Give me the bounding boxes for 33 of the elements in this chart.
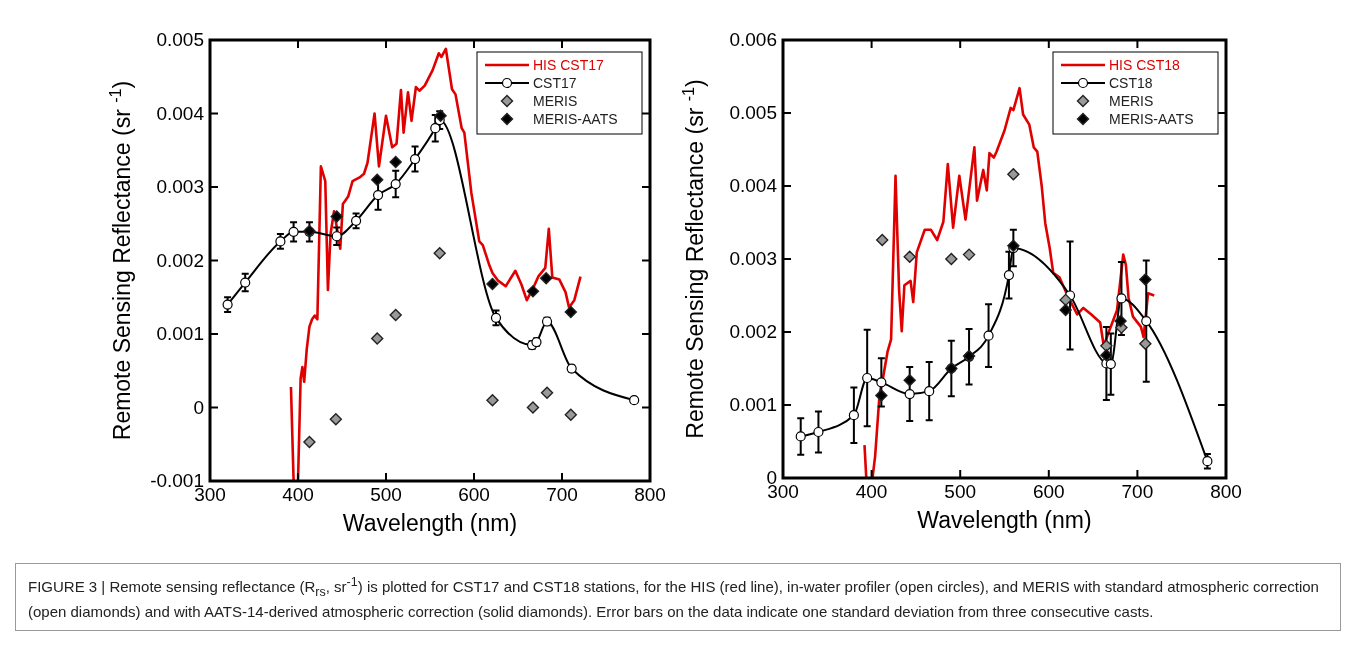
y-tick-label: 0.003 (156, 176, 204, 197)
x-tick-label: 800 (1210, 481, 1242, 502)
legend-label: CST18 (1109, 75, 1153, 91)
x-tick-label: 800 (634, 484, 666, 505)
y-tick-label: 0.006 (729, 29, 777, 50)
x-tick-label: 600 (1032, 481, 1065, 502)
legend-label: MERIS (533, 93, 578, 109)
x-axis-title: Wavelength (nm) (917, 507, 1092, 533)
y-tick-label: 0.001 (729, 394, 777, 415)
caption: FIGURE 3 | Remote sensing reflectance (R$_{rs}$, sr$^{-1}$) is plotted for CST17 and CST18 stations, for the HIS (red line), in-water profiler (open circles), and MERIS with standard atmospheric correction (open diamonds) and with AATS-14-derived atmospheric correction (solid diamonds). Error bars on the data indicate one standard deviation from three consecutive casts. (28, 574, 1320, 622)
y-tick-label: 0.003 (729, 248, 777, 269)
y-tick-label: 0 (193, 396, 204, 418)
y-tick-label: 0.005 (729, 102, 777, 123)
x-axis-title: Wavelength (nm) (342, 510, 518, 536)
legend-label: HIS CST17 (533, 57, 605, 73)
legend-label: MERIS-AATS (1109, 111, 1194, 127)
y-tick-label: 0.005 (156, 29, 204, 50)
x-tick-label: 700 (1121, 481, 1154, 502)
x-tick-label: 400 (282, 484, 314, 505)
y-tick-label: 0.004 (156, 102, 205, 124)
x-tick-label: 400 (855, 481, 888, 502)
y-tick-label: 0.002 (156, 249, 204, 271)
x-tick-label: 500 (944, 481, 977, 502)
x-tick-label: 500 (370, 484, 402, 505)
legend-label: MERIS-AATS (533, 111, 618, 127)
x-tick-label: 600 (458, 484, 490, 505)
x-tick-label: 700 (546, 484, 578, 505)
legend-label: CST17 (533, 75, 577, 91)
legend-label: MERIS (1109, 93, 1154, 109)
y-tick-label: 0.001 (156, 323, 204, 344)
y-tick-label: 0.002 (729, 321, 777, 342)
y-tick-label: 0.004 (729, 175, 778, 196)
legend-label: HIS CST18 (1109, 57, 1181, 73)
